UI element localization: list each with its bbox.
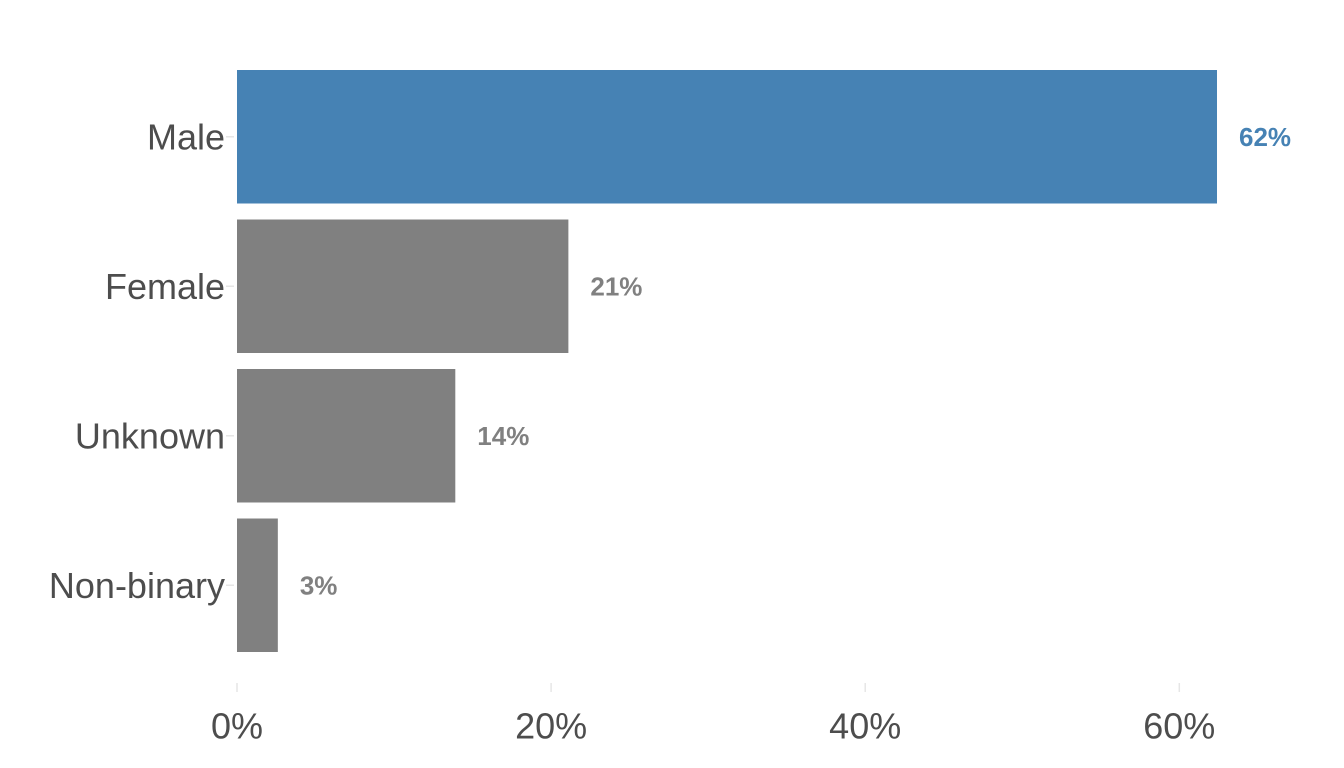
- category-label-male: Male: [147, 116, 225, 157]
- x-axis: 0% 20% 40% 60%: [211, 683, 1215, 747]
- value-label-non-binary: 3%: [300, 570, 338, 600]
- value-label-female: 21%: [590, 271, 642, 301]
- x-tick-label: 40%: [829, 706, 901, 747]
- category-label-unknown: Unknown: [75, 415, 225, 456]
- bars-layer: [237, 70, 1217, 652]
- bar-male: [237, 70, 1217, 204]
- category-label-non-binary: Non-binary: [49, 565, 225, 606]
- category-label-female: Female: [105, 266, 225, 307]
- value-labels-layer: 62% 21% 14% 3%: [300, 122, 1291, 601]
- bar-non-binary: [237, 518, 278, 652]
- x-tick-label: 20%: [515, 706, 587, 747]
- bar-female: [237, 219, 569, 353]
- bar-unknown: [237, 369, 456, 503]
- value-label-male: 62%: [1239, 122, 1291, 152]
- x-tick-label: 0%: [211, 706, 263, 747]
- value-label-unknown: 14%: [477, 421, 529, 451]
- x-tick-label: 60%: [1143, 706, 1215, 747]
- y-axis: Male Female Unknown Non-binary: [49, 116, 234, 606]
